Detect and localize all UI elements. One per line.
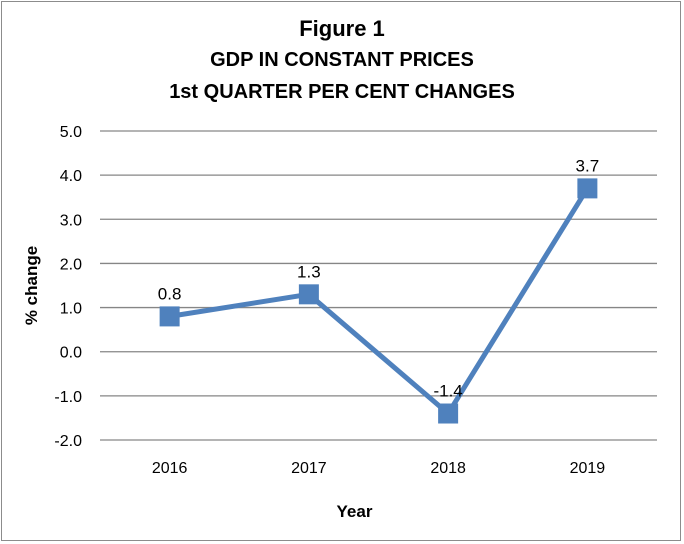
y-axis-ticks: -2.0 -1.0 0.0 1.0 2.0 3.0 4.0 5.0 <box>54 124 82 450</box>
x-tick-label: 2016 <box>152 460 188 477</box>
data-label: -1.4 <box>433 382 462 401</box>
chart-subtitle-line-2: 1st QUARTER PER CENT CHANGES <box>169 81 515 103</box>
x-axis-ticks: 2016 2017 2018 2019 <box>152 460 605 477</box>
gridlines <box>100 130 657 441</box>
data-label: 3.7 <box>576 156 600 175</box>
data-point-marker <box>577 178 598 199</box>
x-axis-title: Year <box>337 502 373 521</box>
y-tick-label: -1.0 <box>54 389 82 406</box>
x-tick-label: 2018 <box>430 460 466 477</box>
x-tick-label: 2019 <box>570 460 606 477</box>
chart-titles: Figure 1 GDP IN CONSTANT PRICES 1st QUAR… <box>0 14 684 107</box>
y-tick-label: 5.0 <box>60 124 82 141</box>
data-labels: 0.8 1.3 -1.4 3.7 <box>158 156 599 400</box>
x-tick-label: 2017 <box>291 460 327 477</box>
y-tick-label: 3.0 <box>60 212 82 229</box>
series-group <box>159 178 598 424</box>
chart-subtitle-line-1: GDP IN CONSTANT PRICES <box>210 49 474 71</box>
data-label: 0.8 <box>158 284 182 303</box>
data-point-marker <box>298 284 319 305</box>
y-axis-title: % change <box>22 246 41 325</box>
series-line <box>169 187 590 417</box>
y-tick-label: 4.0 <box>60 168 82 185</box>
y-tick-label: 0.0 <box>60 345 82 362</box>
data-point-marker <box>159 306 180 327</box>
data-point-marker <box>438 403 459 424</box>
y-tick-label: 1.0 <box>60 301 82 318</box>
y-tick-label: -2.0 <box>54 433 82 450</box>
y-tick-label: 2.0 <box>60 256 82 273</box>
data-label: 1.3 <box>297 262 321 281</box>
chart-title: Figure 1 <box>299 16 385 41</box>
